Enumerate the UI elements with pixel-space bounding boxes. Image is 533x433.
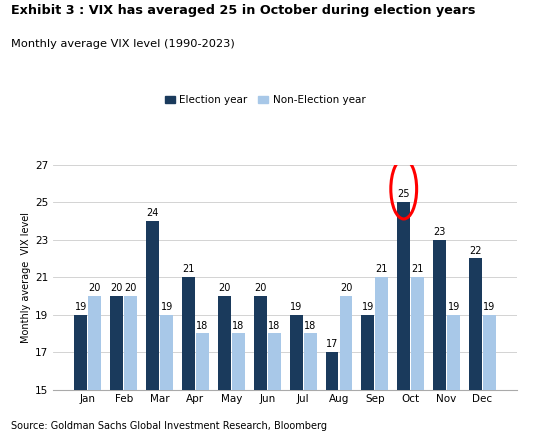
Bar [361,315,374,433]
Text: 20: 20 [110,283,123,293]
Bar [397,202,410,433]
Text: 20: 20 [125,283,137,293]
Text: 25: 25 [398,189,410,199]
Text: 20: 20 [88,283,101,293]
Bar [483,315,496,433]
Text: 19: 19 [290,302,302,312]
Text: 19: 19 [160,302,173,312]
Text: 19: 19 [448,302,460,312]
Text: 24: 24 [147,208,159,218]
Text: 20: 20 [218,283,231,293]
Bar [196,333,209,433]
Text: 20: 20 [254,283,266,293]
Text: 22: 22 [469,246,482,255]
Text: 19: 19 [362,302,374,312]
Bar [124,296,137,433]
Text: Source: Goldman Sachs Global Investment Research, Bloomberg: Source: Goldman Sachs Global Investment … [11,421,327,431]
Bar [182,277,195,433]
Text: 19: 19 [75,302,87,312]
Legend: Election year, Non-Election year: Election year, Non-Election year [160,91,369,109]
Bar [340,296,352,433]
Text: Monthly average VIX level (1990-2023): Monthly average VIX level (1990-2023) [11,39,235,49]
Text: 19: 19 [483,302,496,312]
Bar [433,239,446,433]
Bar [254,296,266,433]
Text: 20: 20 [340,283,352,293]
Bar [469,259,482,433]
Y-axis label: Monthly average  VIX level: Monthly average VIX level [21,212,31,343]
Bar [447,315,460,433]
Bar [304,333,317,433]
Text: 23: 23 [433,227,446,237]
Bar [375,277,389,433]
Text: 21: 21 [182,264,195,275]
Text: 17: 17 [326,339,338,349]
Text: Exhibit 3 : VIX has averaged 25 in October during election years: Exhibit 3 : VIX has averaged 25 in Octob… [11,4,475,17]
Bar [218,296,231,433]
Text: 18: 18 [304,320,316,331]
Bar [110,296,123,433]
Bar [160,315,173,433]
Bar [289,315,303,433]
Bar [88,296,101,433]
Bar [326,352,338,433]
Bar [268,333,281,433]
Text: 21: 21 [411,264,424,275]
Text: 18: 18 [268,320,280,331]
Text: 18: 18 [232,320,245,331]
Bar [75,315,87,433]
Bar [146,221,159,433]
Text: 18: 18 [196,320,208,331]
Bar [232,333,245,433]
Bar [411,277,424,433]
Text: 21: 21 [376,264,388,275]
